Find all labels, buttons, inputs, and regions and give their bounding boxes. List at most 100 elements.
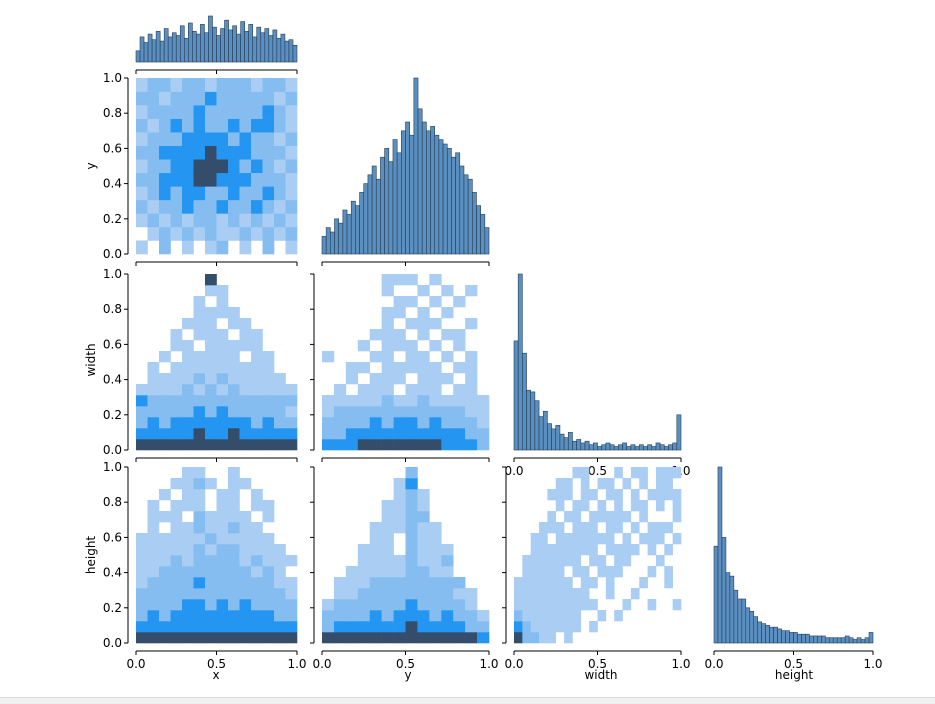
heat-cell-y_vs_x (170, 78, 183, 92)
hist-bar-y (413, 77, 419, 255)
heat-cell-height_vs_width (555, 610, 565, 622)
heat-cell-height_vs_y (405, 588, 418, 600)
heat-cell-y_vs_x (216, 213, 229, 228)
heat-cell-width_vs_x (239, 329, 252, 341)
heat-cell-height_vs_width (664, 544, 673, 556)
heat-cell-height_vs_x (193, 632, 206, 644)
heat-cell-width_vs_x (182, 428, 194, 440)
heat-cell-y_vs_x (182, 145, 194, 160)
heat-cell-width_vs_y (429, 274, 442, 286)
heat-cell-y_vs_x (262, 199, 275, 214)
hist-bar-height (860, 639, 866, 644)
heat-cell-height_vs_x (239, 522, 252, 534)
heat-cell-height_vs_width (630, 588, 640, 600)
hist-bar-x (276, 38, 282, 63)
hist-bar-height (729, 575, 735, 644)
heat-cell-height_vs_x (262, 544, 275, 556)
heat-cell-width_vs_x (193, 395, 206, 407)
heat-cell-width_vs_x (147, 439, 160, 451)
hist-bar-width (588, 444, 594, 451)
hist-bar-x (252, 36, 258, 63)
heat-cell-height_vs_width (555, 577, 565, 589)
heat-cell-height_vs_width (530, 577, 540, 589)
heat-cell-height_vs_width (572, 621, 582, 633)
heat-cell-height_vs_width (555, 621, 565, 633)
heat-cell-width_vs_y (333, 384, 347, 396)
heat-cell-height_vs_x (274, 610, 286, 622)
hist-bar-height (717, 466, 723, 644)
heat-cell-height_vs_y (429, 588, 442, 600)
hist-bar-y (434, 134, 440, 255)
heat-cell-height_vs_width (555, 544, 565, 556)
heat-cell-height_vs_width (547, 555, 557, 567)
heat-cell-y_vs_x (159, 213, 171, 228)
heat-cell-height_vs_y (381, 621, 394, 633)
heat-height_vs_x-ytick-label: 0.8 (103, 495, 122, 509)
heat-cell-height_vs_y (429, 544, 442, 556)
heat-cell-height_vs_width (647, 522, 657, 534)
heat-cell-height_vs_y (405, 632, 418, 644)
heat-cell-width_vs_y (417, 362, 430, 374)
heat-cell-height_vs_width (630, 522, 640, 534)
heat-cell-y_vs_x (239, 78, 252, 92)
heat-cell-width_vs_x (285, 406, 298, 418)
heat-cell-width_vs_x (205, 406, 217, 418)
hist-bar-width (513, 340, 519, 451)
heat-cell-height_vs_x (262, 610, 275, 622)
hist-bar-width (555, 425, 561, 451)
heat-cell-width_vs_x (159, 351, 171, 363)
hist-bar-x (244, 31, 250, 63)
heat-width_vs_x-ytick-label: 0.4 (103, 373, 122, 387)
heat-cell-width_vs_y (417, 285, 430, 297)
heat-cell-height_vs_y (453, 577, 466, 589)
heat-cell-height_vs_width (522, 599, 531, 611)
hist-bar-height (749, 611, 755, 644)
heat-cell-height_vs_width (580, 533, 590, 545)
hist-bar-y (388, 161, 394, 255)
heat-cell-width_vs_y (405, 395, 418, 407)
heat-cell-height_vs_y (393, 489, 406, 501)
heat-cell-height_vs_y (393, 577, 406, 589)
heat-cell-height_vs_width (647, 533, 657, 545)
heat-cell-height_vs_x (262, 533, 275, 545)
heat-cell-height_vs_x (228, 467, 240, 479)
hist-bar-height (848, 637, 854, 644)
hist-bar-y (421, 121, 427, 255)
heat-cell-y_vs_x (182, 78, 194, 92)
heat-cell-width_vs_x (251, 417, 263, 429)
heat-cell-y_vs_x (274, 78, 286, 92)
heat-cell-height_vs_width (555, 489, 565, 501)
heat-cell-height_vs_y (369, 533, 382, 545)
heat-cell-y_vs_x (285, 240, 298, 255)
heat-cell-height_vs_y (405, 621, 418, 633)
heat-cell-y_vs_x (216, 145, 229, 160)
heat-cell-width_vs_y (477, 439, 490, 451)
heat-cell-height_vs_y (333, 588, 347, 600)
hist-bar-height (741, 598, 747, 644)
heat-cell-width_vs_y (381, 373, 394, 385)
heat-cell-width_vs_y (357, 439, 371, 451)
heat-cell-height_vs_width (539, 566, 548, 578)
hist-bar-x (147, 33, 153, 63)
heat-cell-y_vs_x (205, 226, 217, 241)
heat-cell-height_vs_x (251, 544, 263, 556)
heat-cell-y_vs_x (205, 159, 217, 174)
heat-cell-y_vs_x (216, 91, 229, 106)
heat-cell-height_vs_width (522, 577, 531, 589)
heat-cell-y_vs_x (228, 78, 240, 92)
heat-cell-height_vs_width (564, 577, 573, 589)
heat-cell-width_vs_x (239, 428, 252, 440)
heat-cell-height_vs_x (182, 588, 194, 600)
hist-bar-y (471, 192, 477, 255)
heat-cell-height_vs_width (622, 544, 632, 556)
heat-cell-height_vs_width (555, 533, 565, 545)
heat-cell-height_vs_x (159, 588, 171, 600)
heat-cell-y_vs_x (262, 226, 275, 241)
hist-bar-x (216, 35, 221, 63)
heat-cell-height_vs_y (381, 610, 394, 622)
heat-cell-width_vs_y (477, 417, 490, 429)
heat-cell-height_vs_width (514, 588, 523, 600)
hist-bar-width (576, 439, 582, 451)
heat-cell-y_vs_x (216, 199, 229, 214)
heat-cell-width_vs_y (441, 417, 454, 429)
